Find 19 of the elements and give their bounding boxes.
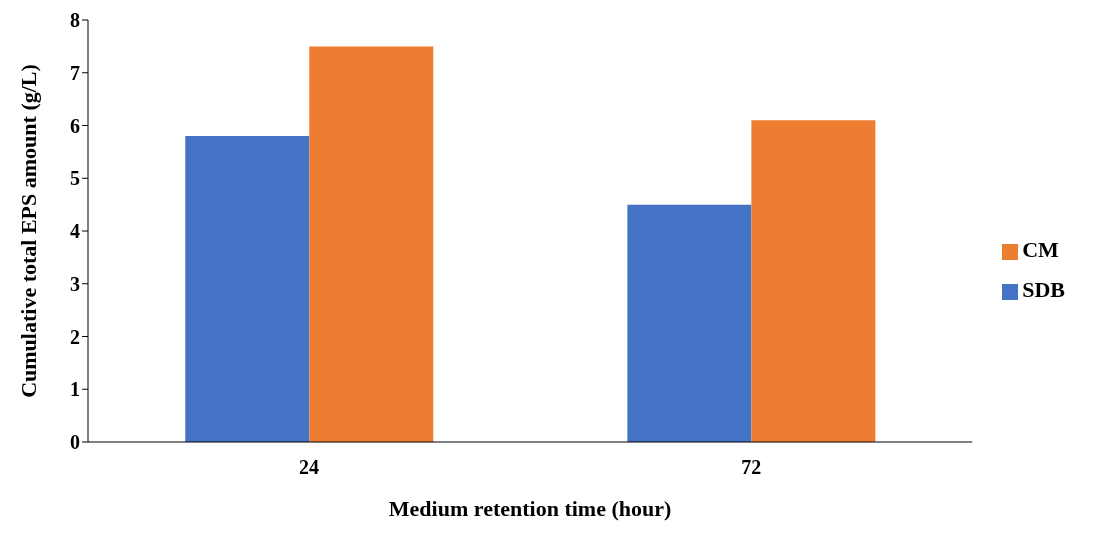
bar	[751, 120, 876, 442]
bar	[309, 46, 434, 442]
bar	[185, 136, 310, 442]
y-tick-label: 6	[70, 114, 80, 137]
y-tick-label: 7	[70, 61, 80, 84]
y-tick-label: 3	[70, 272, 80, 295]
x-tick-label: 24	[299, 456, 320, 479]
y-tick-label: 1	[70, 378, 80, 401]
legend-label: CM	[1022, 237, 1059, 262]
y-tick-label: 2	[70, 325, 80, 348]
y-tick-label: 0	[70, 431, 80, 454]
x-tick-label: 72	[741, 456, 762, 479]
y-tick-label: 5	[70, 167, 80, 190]
y-tick-label: 8	[70, 9, 80, 32]
y-axis-title: Cumulative total EPS amount (g/L)	[15, 64, 41, 398]
y-tick-label: 4	[70, 220, 80, 243]
bar	[627, 204, 752, 442]
legend-label: SDB	[1022, 277, 1065, 302]
x-axis-title: Medium retention time (hour)	[388, 495, 672, 521]
